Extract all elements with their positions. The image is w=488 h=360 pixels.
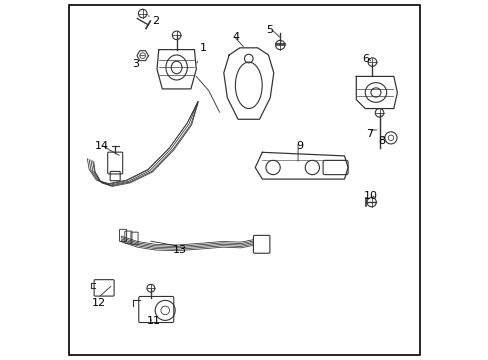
Text: 14: 14 <box>94 141 108 151</box>
Text: 4: 4 <box>231 32 239 42</box>
Text: 6: 6 <box>362 54 369 64</box>
Text: 10: 10 <box>364 191 378 201</box>
Text: 1: 1 <box>200 43 206 53</box>
Text: 5: 5 <box>265 25 272 35</box>
Text: 3: 3 <box>132 59 139 69</box>
Text: 12: 12 <box>92 298 105 308</box>
Text: 9: 9 <box>296 141 303 151</box>
Text: 2: 2 <box>151 16 159 26</box>
Text: 13: 13 <box>173 245 187 255</box>
Text: 11: 11 <box>146 316 160 326</box>
Text: 8: 8 <box>378 136 385 146</box>
Text: 7: 7 <box>365 129 372 139</box>
